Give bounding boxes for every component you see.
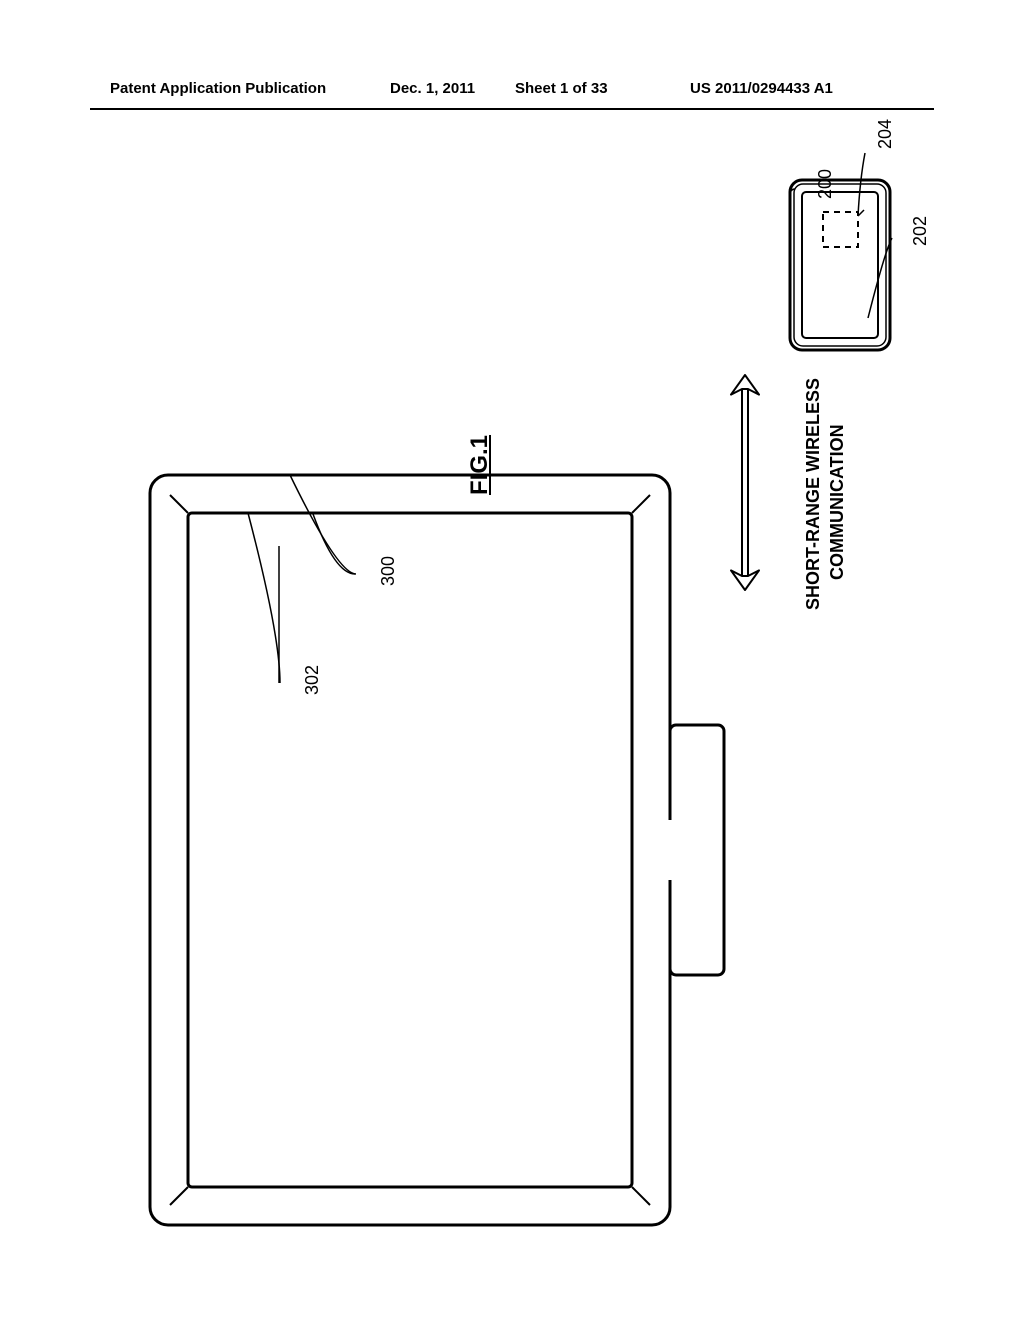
header-rule (90, 108, 934, 110)
communication-label-1: SHORT-RANGE WIRELESS (803, 378, 824, 610)
ref-302-label: 302 (302, 665, 323, 695)
figure-1-diagram: FIG.1 300 302 200 202 204 SHORT-RANGE WI… (0, 130, 1024, 1230)
diagram-svg (0, 130, 1024, 1230)
publication-number: US 2011/0294433 A1 (690, 80, 833, 97)
page-header: Patent Application Publication Dec. 1, 2… (0, 80, 1024, 110)
ref-300-label: 300 (378, 556, 399, 586)
figure-label: FIG.1 (466, 435, 494, 495)
ref-202-label: 202 (910, 216, 931, 246)
ref-204-label: 204 (875, 119, 896, 149)
sheet-number: Sheet 1 of 33 (515, 80, 608, 97)
communication-label-2: COMMUNICATION (827, 424, 848, 580)
publication-type: Patent Application Publication (110, 80, 326, 97)
publication-date: Dec. 1, 2011 (390, 80, 475, 97)
ref-200-label: 200 (815, 169, 836, 199)
